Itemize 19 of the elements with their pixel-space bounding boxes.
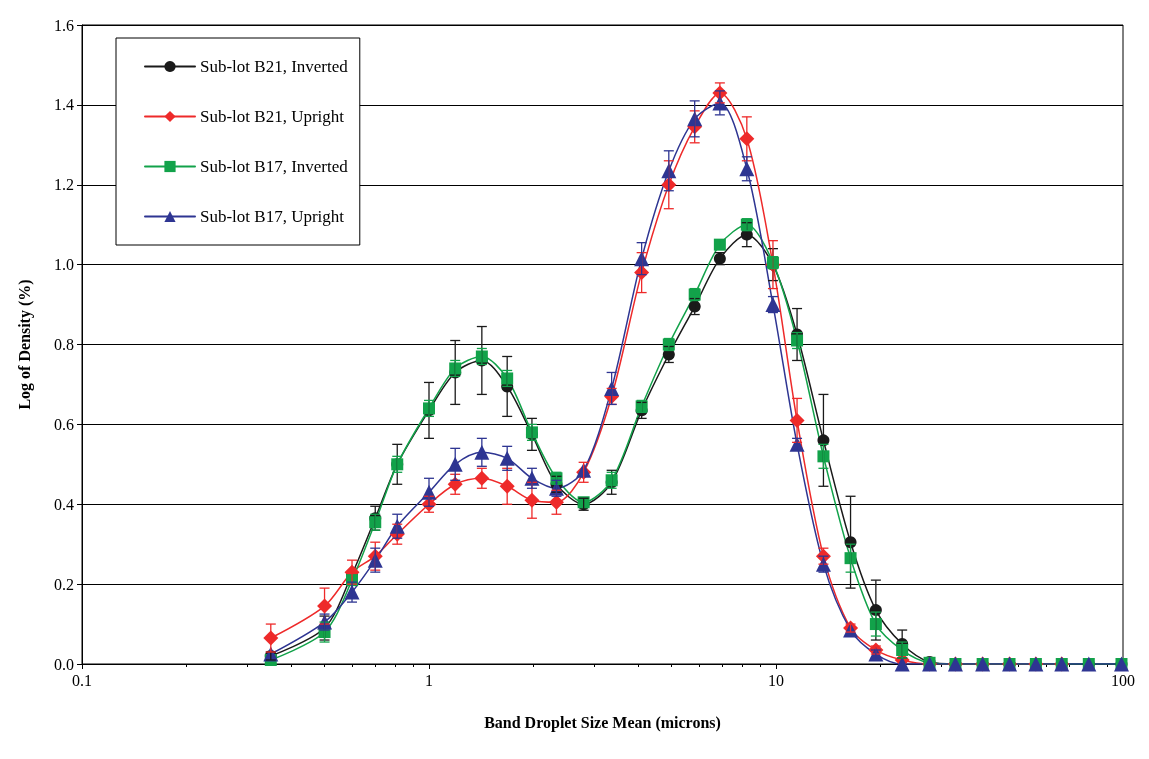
y-tick-label: 0.8 [54,336,74,353]
y-tick-label: 1.4 [54,96,74,114]
y-axis-title: Log of Density (%) [15,279,34,410]
legend-label: Sub-lot B21, Inverted [200,57,349,76]
y-tick-label: 1.6 [54,16,74,34]
x-tick-label: 1 [425,671,433,689]
x-tick-label: 100 [1111,671,1135,689]
y-tick-label: 1.0 [54,256,74,274]
legend-label: Sub-lot B17, Inverted [200,157,349,176]
x-tick-label: 10 [768,671,784,689]
legend-label: Sub-lot B17, Upright [200,207,345,226]
legend-label: Sub-lot B21, Upright [200,107,345,126]
y-tick-label: 1.2 [54,176,74,194]
x-tick-label: 0.1 [72,671,92,689]
y-tick-label: 0.4 [54,495,74,513]
y-tick-label: 0.6 [54,415,74,433]
y-tick-label: 0.0 [54,655,74,673]
x-axis-title: Band Droplet Size Mean (microns) [484,713,721,732]
y-tick-label: 0.2 [54,575,74,593]
